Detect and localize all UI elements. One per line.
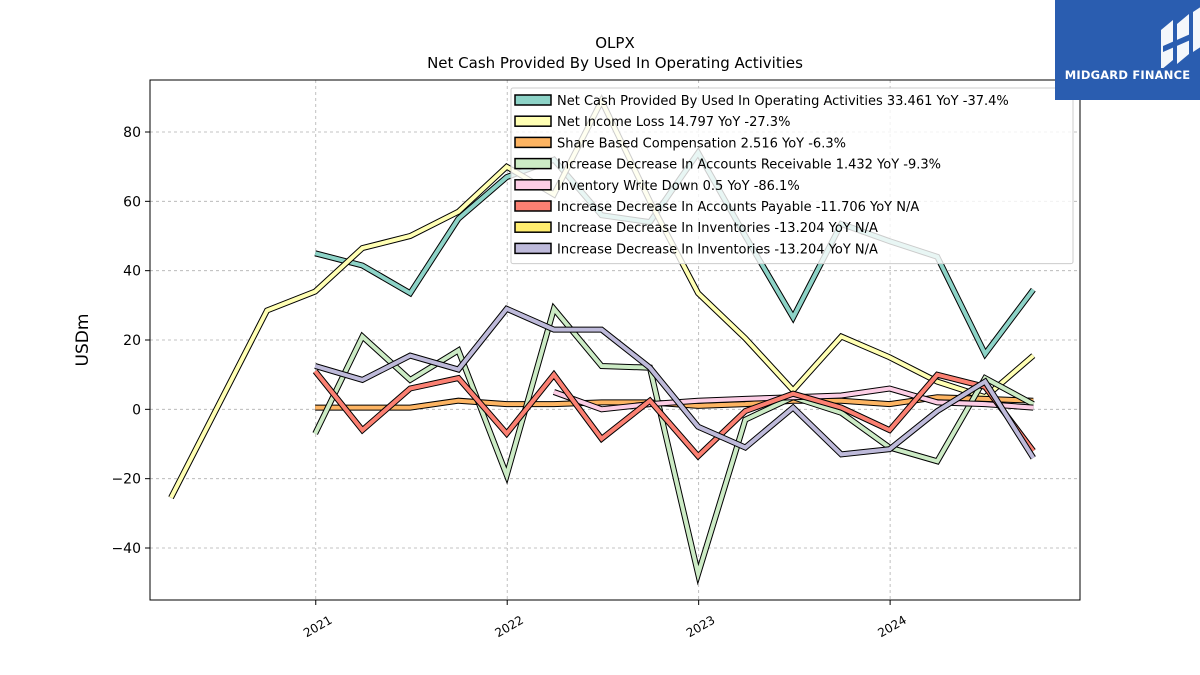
legend-box xyxy=(510,87,1074,265)
legend: Net Cash Provided By Used In Operating A… xyxy=(510,87,1074,265)
legend-label: Increase Decrease In Accounts Payable -1… xyxy=(557,200,919,215)
x-tick-label: 2023 xyxy=(684,613,717,640)
y-tick-label: 20 xyxy=(123,333,141,349)
series-line xyxy=(314,306,1035,459)
series-line-outline xyxy=(312,302,1035,586)
chart-title: OLPX xyxy=(595,34,635,52)
legend-label: Share Based Compensation 2.516 YoY -6.3% xyxy=(557,136,846,151)
legend-swatch xyxy=(514,242,552,255)
legend-label: Increase Decrease In Inventories -13.204… xyxy=(557,221,878,236)
legend-label: Increase Decrease In Inventories -13.204… xyxy=(557,242,878,257)
legend-swatch xyxy=(514,115,552,127)
series-line xyxy=(313,369,1035,459)
y-tick-label: −40 xyxy=(111,541,141,557)
legend-swatch xyxy=(514,94,552,106)
legend-label: Net Cash Provided By Used In Operating A… xyxy=(557,94,1009,109)
logo-mark-icon xyxy=(1161,7,1200,68)
x-tick-label: 2022 xyxy=(492,613,525,640)
y-tick-label: 0 xyxy=(132,402,141,418)
midgard-finance-logo: MIDGARD FINANCE xyxy=(1055,0,1200,100)
series-line xyxy=(313,304,1035,582)
legend-label: Inventory Write Down 0.5 YoY -86.1% xyxy=(557,179,800,194)
legend-label: Increase Decrease In Accounts Receivable… xyxy=(557,158,941,173)
chart-subtitle: Net Cash Provided By Used In Operating A… xyxy=(427,54,803,72)
legend-swatch xyxy=(514,200,552,212)
legend-swatch xyxy=(514,157,552,170)
y-tick-label: 40 xyxy=(123,264,141,280)
logo-text: MIDGARD FINANCE xyxy=(1064,68,1191,82)
x-tick-label: 2024 xyxy=(875,613,908,640)
legend-label: Net Income Loss 14.797 YoY -27.3% xyxy=(557,115,790,130)
legend-swatch xyxy=(514,136,552,149)
x-tick-label: 2021 xyxy=(301,613,334,640)
y-tick-label: 80 xyxy=(123,125,141,141)
y-axis: −40 −20 0 20 40 60 80 xyxy=(111,125,150,557)
y-tick-label: −20 xyxy=(111,472,141,488)
legend-swatch xyxy=(514,221,552,233)
x-axis: 2021 2022 2023 2024 xyxy=(301,600,909,640)
y-tick-label: 60 xyxy=(123,194,141,210)
y-axis-label: USDm xyxy=(73,314,93,367)
legend-swatch xyxy=(514,179,552,191)
